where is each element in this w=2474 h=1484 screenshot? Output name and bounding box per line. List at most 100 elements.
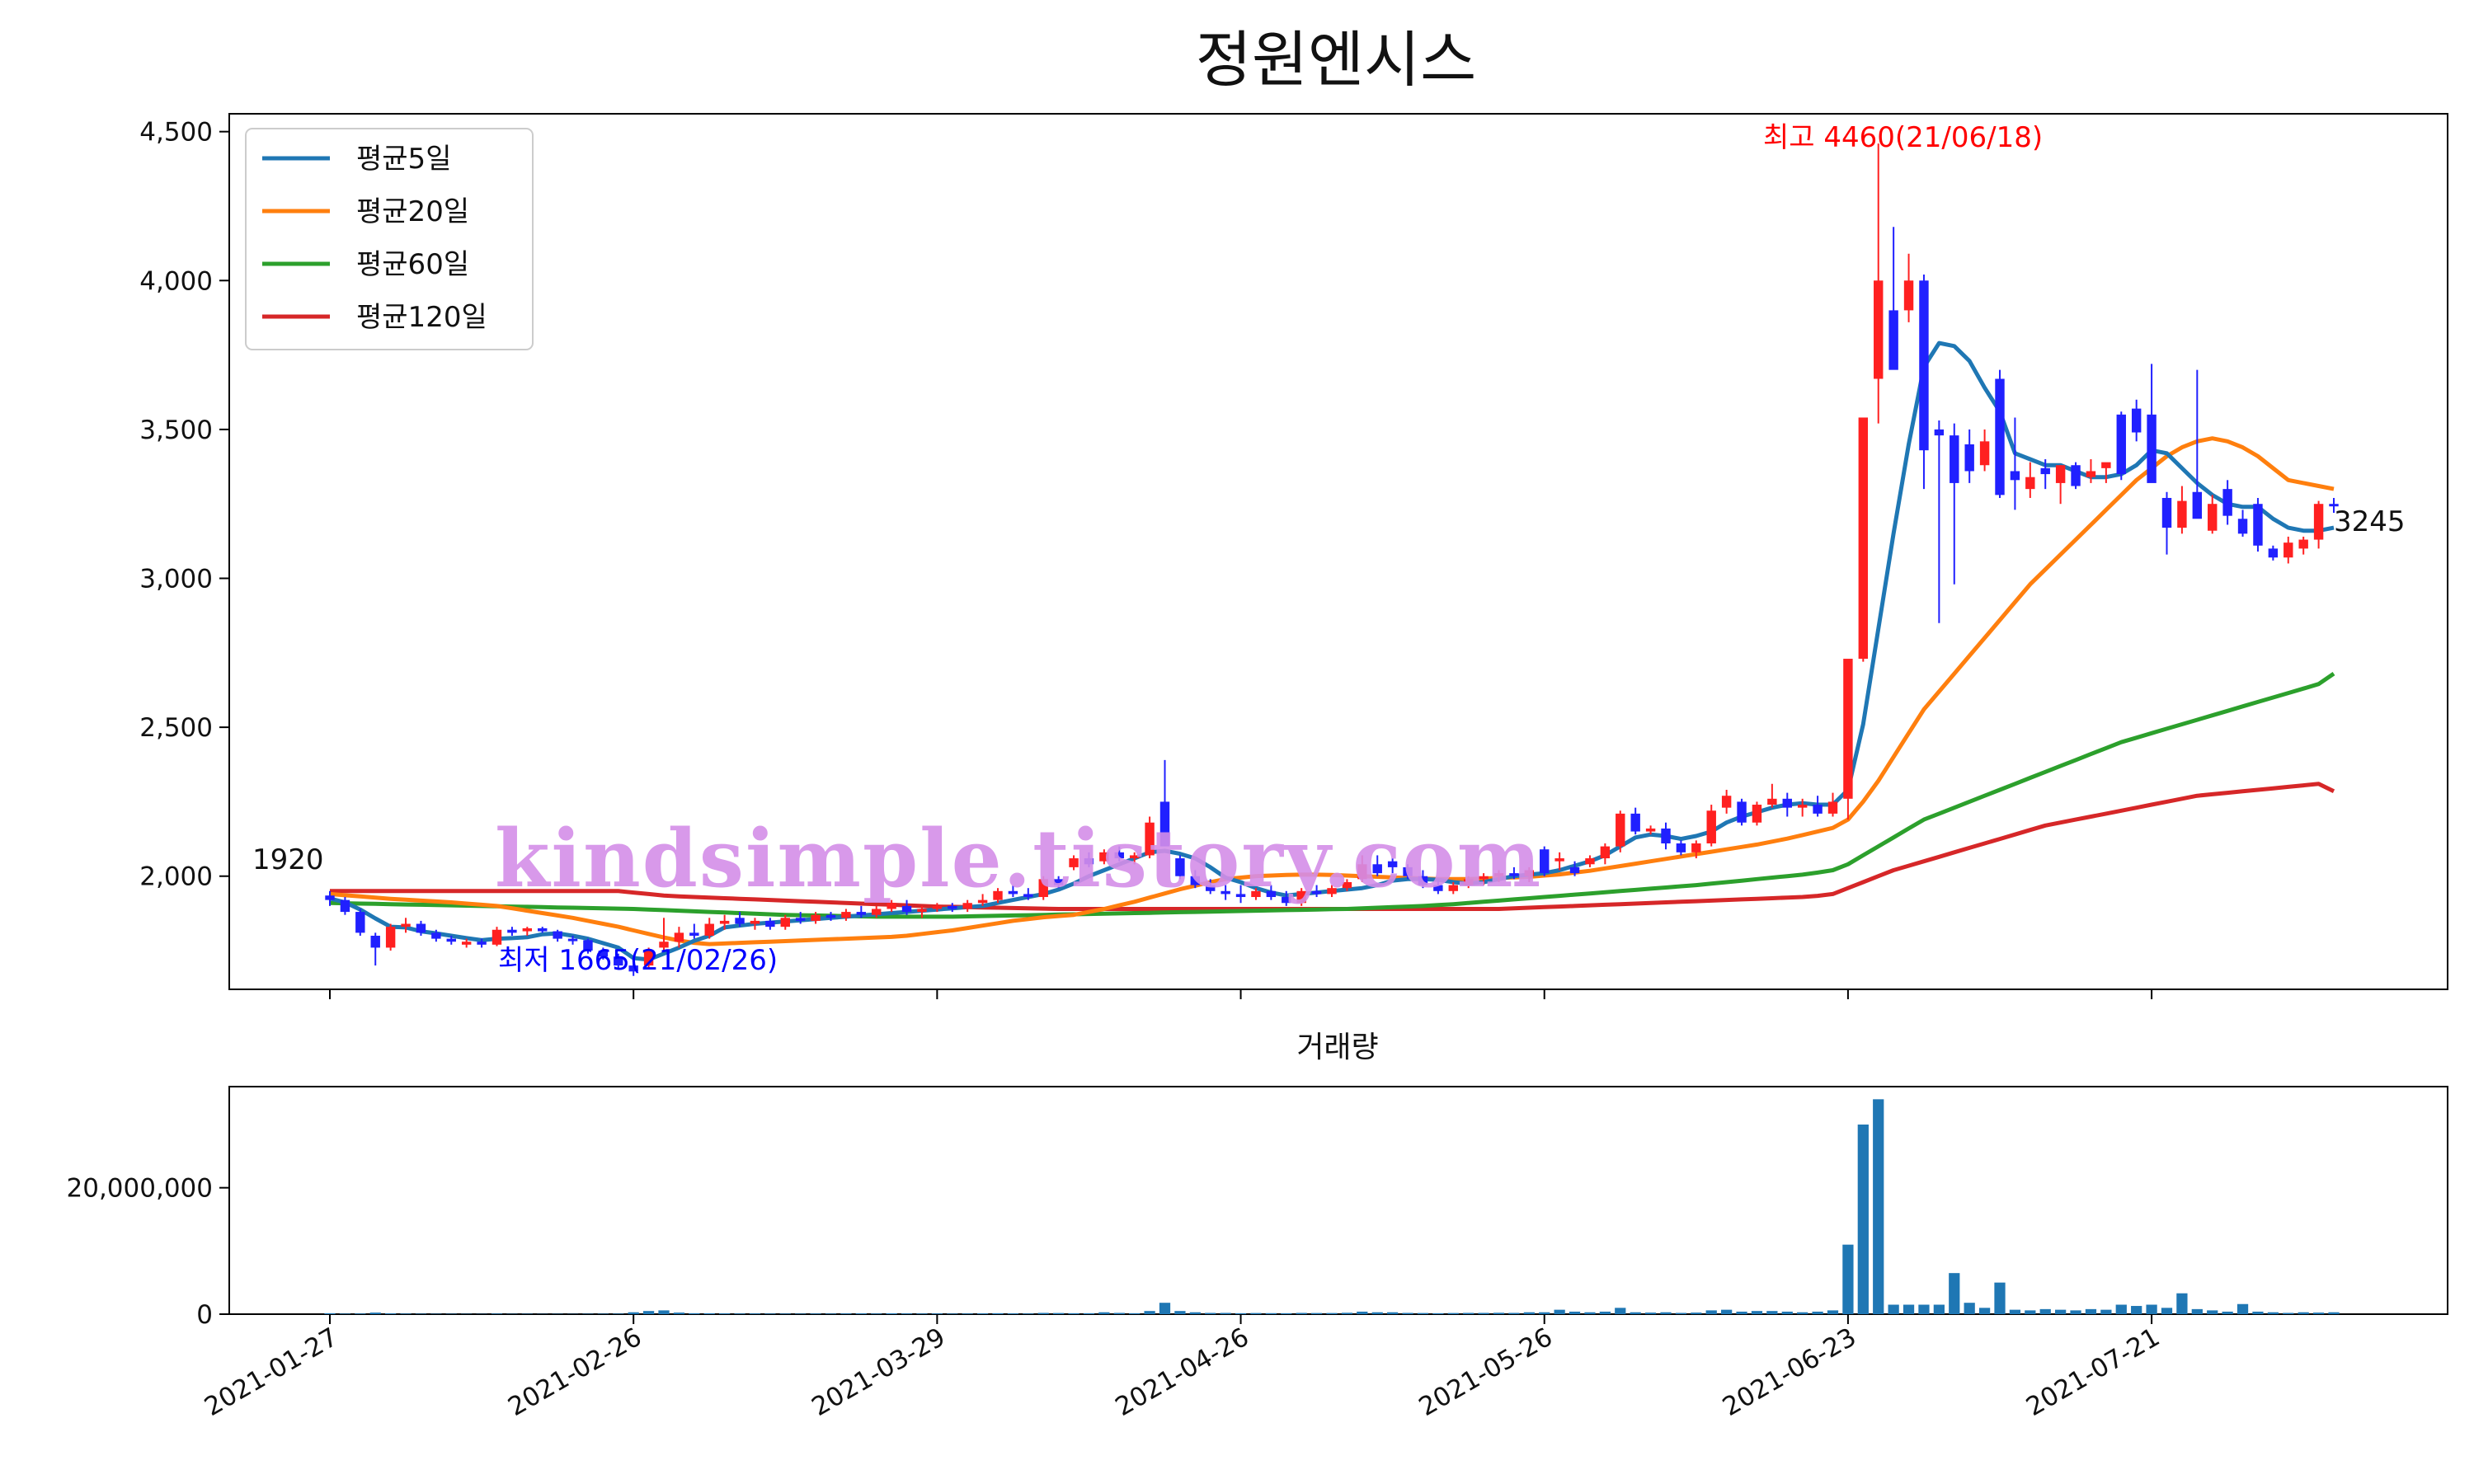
volume-bar bbox=[947, 1313, 958, 1314]
volume-bar bbox=[855, 1313, 867, 1314]
candle-body bbox=[1858, 417, 1869, 660]
volume-bar bbox=[1478, 1313, 1489, 1314]
price-y-tick-label: 3,500 bbox=[139, 416, 213, 445]
volume-bar bbox=[1933, 1304, 1945, 1314]
candle-body bbox=[1616, 813, 1625, 847]
volume-bar bbox=[1554, 1309, 1565, 1314]
candle-body bbox=[1676, 843, 1686, 852]
volume-bar bbox=[1903, 1304, 1915, 1314]
candle-body bbox=[1706, 810, 1716, 843]
volume-bar bbox=[597, 1313, 609, 1314]
candle-body bbox=[1964, 444, 1974, 472]
volume-bar bbox=[840, 1313, 852, 1314]
candle-body bbox=[1357, 864, 1367, 880]
candle-body bbox=[1296, 890, 1306, 904]
volume-bar bbox=[2176, 1293, 2188, 1314]
candle-body bbox=[1311, 890, 1322, 895]
volume-bar bbox=[1660, 1312, 1672, 1314]
volume-bar bbox=[734, 1313, 745, 1314]
volume-bar bbox=[825, 1313, 837, 1314]
candlesticks bbox=[325, 143, 2339, 976]
candle-body bbox=[795, 918, 806, 921]
volume-bar bbox=[871, 1313, 882, 1314]
volume-bar bbox=[1159, 1303, 1171, 1314]
candle-body bbox=[2101, 462, 2111, 468]
candle-body bbox=[1463, 879, 1474, 885]
min-annotation: 최저 1665(21/02/26) bbox=[498, 944, 778, 977]
volume-bar bbox=[1007, 1313, 1019, 1314]
candle-body bbox=[2071, 465, 2081, 486]
candle-body bbox=[1342, 881, 1352, 889]
volume-bar bbox=[1113, 1313, 1125, 1314]
candle-body bbox=[948, 905, 957, 909]
volume-x-ticks: 2021-01-27 2021-02-26 2021-03-29 2021-04-26… bbox=[200, 1314, 2165, 1422]
volume-bar bbox=[1978, 1308, 1991, 1314]
volume-bar bbox=[1539, 1312, 1550, 1314]
candle-body bbox=[1479, 876, 1489, 880]
volume-bar bbox=[1371, 1312, 1383, 1314]
price-y-tick-label: 2,500 bbox=[139, 713, 213, 743]
volume-bar bbox=[795, 1313, 807, 1314]
volume-bar bbox=[1387, 1312, 1399, 1314]
candle-body bbox=[1008, 890, 1018, 895]
candle-body bbox=[2086, 471, 2096, 477]
volume-bar bbox=[1812, 1311, 1823, 1314]
volume-bar bbox=[1281, 1313, 1292, 1314]
volume-bar bbox=[2161, 1308, 2173, 1314]
candle-body bbox=[643, 951, 654, 966]
volume-bar bbox=[764, 1313, 776, 1314]
volume-bar bbox=[1857, 1125, 1869, 1314]
candle-body bbox=[1995, 378, 2005, 495]
candle-body bbox=[1874, 280, 1884, 379]
candle-body bbox=[1950, 435, 1959, 483]
candle-body bbox=[1266, 890, 1277, 898]
candle-body bbox=[2192, 491, 2203, 519]
candle-body bbox=[1888, 310, 1898, 370]
volume-bar bbox=[886, 1313, 897, 1314]
candle-body bbox=[1251, 890, 1261, 898]
volume-bar bbox=[2085, 1308, 2097, 1314]
x-tick-label: 2021-06-23 bbox=[1718, 1322, 1861, 1422]
candle-body bbox=[2284, 542, 2293, 558]
candle-body bbox=[1691, 843, 1701, 852]
price-y-tick-label: 3,000 bbox=[139, 565, 213, 594]
volume-bar bbox=[2312, 1313, 2325, 1314]
volume-bar bbox=[1037, 1313, 1049, 1314]
volume-bar bbox=[1053, 1313, 1065, 1314]
volume-y-tick-label: 20,000,000 bbox=[67, 1174, 214, 1204]
volume-bar bbox=[613, 1313, 624, 1314]
candle-body bbox=[735, 918, 745, 924]
volume-bar bbox=[1599, 1311, 1611, 1314]
candle-body bbox=[1919, 280, 1929, 451]
volume-bar bbox=[1083, 1313, 1095, 1314]
volume-bar bbox=[2236, 1303, 2249, 1314]
candle-body bbox=[2177, 500, 2187, 528]
volume-bar bbox=[1888, 1304, 1899, 1314]
x-tick-label: 2021-07-21 bbox=[2021, 1322, 2165, 1422]
candle-body bbox=[507, 929, 517, 933]
candle-body bbox=[1524, 870, 1535, 876]
candle-body bbox=[598, 951, 609, 957]
volume-bar bbox=[1675, 1313, 1687, 1314]
volume-bar bbox=[1144, 1311, 1155, 1314]
volume-bar bbox=[2252, 1311, 2264, 1314]
candle-body bbox=[1782, 798, 1792, 808]
candle-body bbox=[325, 895, 335, 900]
x-tick-label: 2021-04-26 bbox=[1111, 1322, 1254, 1422]
volume-bar bbox=[1357, 1311, 1368, 1314]
candle-body bbox=[689, 932, 699, 936]
candle-body bbox=[2131, 408, 2142, 433]
volume-bar bbox=[355, 1313, 366, 1314]
volume-bar bbox=[2100, 1309, 2112, 1314]
candle-body bbox=[2222, 489, 2232, 516]
volume-title: 거래량 bbox=[1296, 1031, 1378, 1064]
volume-bar bbox=[1873, 1099, 1884, 1314]
volume-bar bbox=[1949, 1273, 1960, 1314]
candle-body bbox=[1979, 441, 1990, 466]
candle-body bbox=[446, 938, 456, 942]
x-tick-label: 2021-01-27 bbox=[200, 1322, 343, 1422]
volume-bar bbox=[1751, 1311, 1763, 1314]
volume-bar bbox=[1994, 1282, 2006, 1314]
candle-body bbox=[1509, 873, 1519, 876]
candle-body bbox=[962, 903, 972, 909]
